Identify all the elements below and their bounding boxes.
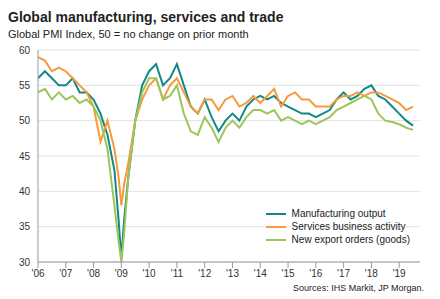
- svg-text:'16: '16: [309, 268, 322, 279]
- svg-text:40: 40: [19, 186, 31, 197]
- svg-text:'17: '17: [337, 268, 350, 279]
- svg-text:45: 45: [19, 151, 31, 162]
- svg-text:35: 35: [19, 221, 31, 232]
- svg-text:'08: '08: [87, 268, 100, 279]
- svg-text:50: 50: [19, 115, 31, 126]
- html-text:Global manufacturing, services: Global manufacturing, services and trade: [8, 9, 284, 25]
- svg-text:'06: '06: [31, 268, 44, 279]
- html-text:Sources: IHS Markit, JP Morgan: Sources: IHS Markit, JP Morgan.: [293, 283, 424, 293]
- html-text:Manufacturing output: Manufacturing output: [291, 208, 386, 219]
- svg-text:60: 60: [19, 45, 31, 56]
- svg-text:'10: '10: [143, 268, 156, 279]
- html-text:Global PMI Index, 50 = no chan: Global PMI Index, 50 = no change on prio…: [8, 28, 249, 40]
- html-text:Services business activity: Services business activity: [291, 221, 406, 232]
- svg-text:'19: '19: [393, 268, 406, 279]
- svg-text:'15: '15: [282, 268, 295, 279]
- svg-text:'07: '07: [59, 268, 72, 279]
- svg-text:'14: '14: [254, 268, 267, 279]
- svg-text:'11: '11: [171, 268, 184, 279]
- html-text:New export orders (goods): New export orders (goods): [291, 234, 410, 245]
- svg-text:'09: '09: [115, 268, 128, 279]
- svg-text:'13: '13: [226, 268, 239, 279]
- svg-text:55: 55: [19, 80, 31, 91]
- svg-text:'12: '12: [198, 268, 211, 279]
- svg-text:30: 30: [19, 257, 31, 268]
- svg-text:'18: '18: [365, 268, 378, 279]
